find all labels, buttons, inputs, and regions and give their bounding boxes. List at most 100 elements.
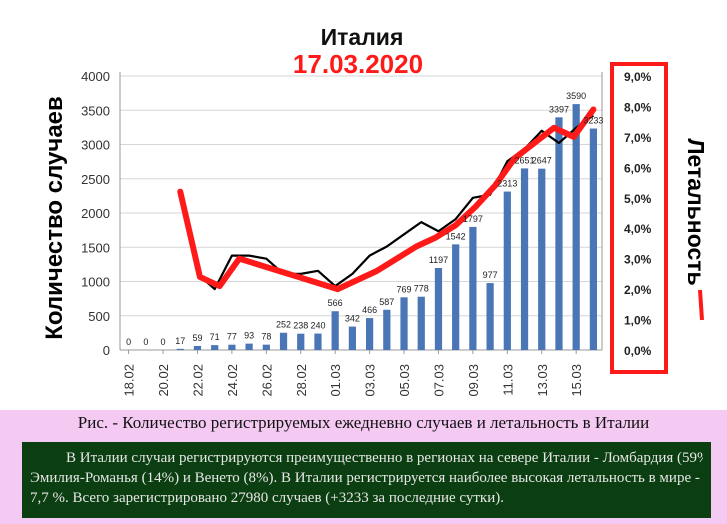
y-tick-label: 3000 — [81, 138, 110, 153]
bars-layer — [176, 104, 598, 351]
figure-caption: Рис. - Количество регистрируемых ежеднев… — [77, 413, 650, 432]
bar-value-label: 466 — [362, 305, 377, 315]
bar — [520, 168, 529, 350]
bar-value-label: 59 — [192, 333, 202, 343]
y-tick-label: 2000 — [81, 206, 110, 221]
y-tick-label: 2500 — [81, 172, 110, 187]
bar-value-label: 342 — [345, 314, 360, 324]
y2-tick-label: 2,0% — [624, 283, 652, 297]
note-line: Эмилия-Романья (14%) и Венето (8%). В Ит… — [30, 470, 700, 486]
y2-tick-label: 5,0% — [624, 192, 652, 206]
bar-value-label: 1797 — [463, 214, 483, 224]
bar — [365, 318, 374, 350]
right-axis-highlight-box — [610, 62, 668, 374]
bar-value-label: 3397 — [549, 104, 569, 114]
bar-value-label: 0 — [126, 337, 131, 347]
chart-title: Италия — [321, 24, 404, 50]
bar — [176, 348, 184, 350]
bar-value-label: 78 — [261, 332, 271, 342]
y2-tick-label: 6,0% — [624, 161, 652, 175]
bar-value-label: 0 — [143, 337, 148, 347]
bar — [503, 191, 511, 350]
bar — [555, 117, 563, 350]
bar — [434, 268, 443, 350]
bar — [383, 309, 391, 350]
bar — [452, 244, 460, 350]
y2-tick-label: 7,0% — [624, 131, 652, 145]
bar-value-label: 17 — [175, 336, 185, 346]
bar — [211, 345, 219, 350]
lines-layer — [177, 106, 597, 293]
bar-value-label: 71 — [210, 332, 220, 342]
red-mortality-line — [177, 106, 597, 293]
note-line: 7,7 %. Всего зарегистрировано 27980 случ… — [30, 490, 504, 506]
bar — [486, 283, 494, 350]
bar — [348, 326, 357, 350]
bar-value-label: 3233 — [583, 116, 603, 126]
bar-value-label: 2651 — [515, 155, 535, 165]
bar — [245, 343, 253, 350]
bar — [314, 333, 322, 350]
x-tick-label: 22.02 — [190, 364, 205, 397]
x-tick-label: 28.02 — [294, 364, 309, 397]
bar-value-label: 1197 — [429, 255, 448, 265]
bar — [279, 332, 288, 350]
bar — [469, 226, 477, 350]
bar — [417, 296, 425, 350]
bar-value-label: 778 — [414, 284, 429, 294]
bar — [589, 128, 598, 350]
y2-tick-label: 4,0% — [624, 222, 652, 236]
x-tick-label: 20.02 — [156, 364, 171, 397]
bar — [262, 344, 270, 350]
x-tick-label: 03.03 — [363, 364, 378, 397]
bar — [228, 344, 236, 350]
y-tick-label: 1000 — [81, 275, 110, 290]
x-tick-label: 05.03 — [397, 364, 412, 397]
x-tick-label: 26.02 — [259, 364, 274, 397]
y2-tick-label: 8,0% — [624, 100, 652, 114]
grid-layer — [120, 75, 602, 351]
y-tick-label: 500 — [88, 309, 110, 324]
bar-value-label: 0 — [161, 337, 166, 347]
y2-axis-label: Летальность — [683, 138, 709, 285]
ticks-layer: 0 500 1000 1500 2000 2500 3000 3500 4000 18.02 20.… — [81, 69, 584, 397]
x-tick-label: 11.03 — [500, 364, 515, 396]
y2-tick-label: 0,0% — [624, 344, 652, 358]
bar-value-label: 1542 — [446, 231, 466, 241]
bar-value-label: 238 — [293, 321, 308, 331]
right-axis-red-marker — [698, 289, 704, 321]
bar — [572, 104, 580, 351]
bar-value-label: 240 — [310, 321, 325, 331]
y-tick-label: 4000 — [81, 69, 110, 84]
bar — [193, 345, 202, 350]
chart-subtitle: 17.03.2020 — [293, 49, 423, 79]
x-tick-label: 24.02 — [225, 364, 240, 397]
y-tick-label: 3500 — [81, 103, 110, 118]
bar — [331, 311, 339, 350]
x-tick-label: 09.03 — [466, 364, 481, 397]
bar-value-label: 587 — [379, 297, 394, 307]
x-tick-label: 15.03 — [569, 364, 584, 397]
bar-value-label: 252 — [276, 320, 291, 330]
bar — [538, 168, 546, 350]
bar-value-label: 977 — [483, 270, 498, 280]
bar-value-label: 2313 — [497, 179, 517, 189]
bar — [297, 333, 305, 350]
bar-value-label: 3590 — [566, 91, 586, 101]
x-tick-label: 13.03 — [535, 364, 550, 397]
y-axis-label: Количество случаев — [41, 96, 68, 340]
y2-tick-label: 1,0% — [624, 314, 652, 328]
bar-value-label: 2647 — [532, 156, 552, 166]
info-note: В Италии случаи регистрируются преимущес… — [22, 442, 711, 518]
x-tick-label: 18.02 — [122, 364, 137, 397]
y-tick-label: 0 — [103, 343, 110, 358]
x-tick-label: 07.03 — [431, 364, 446, 397]
bar-value-label: 77 — [227, 332, 237, 342]
note-line: В Италии случаи регистрируются преимущес… — [66, 450, 703, 466]
y2-tick-label: 9,0% — [624, 70, 652, 84]
bar — [400, 297, 408, 350]
y-tick-label: 1500 — [81, 240, 110, 255]
y2-tick-label: 3,0% — [624, 253, 652, 267]
